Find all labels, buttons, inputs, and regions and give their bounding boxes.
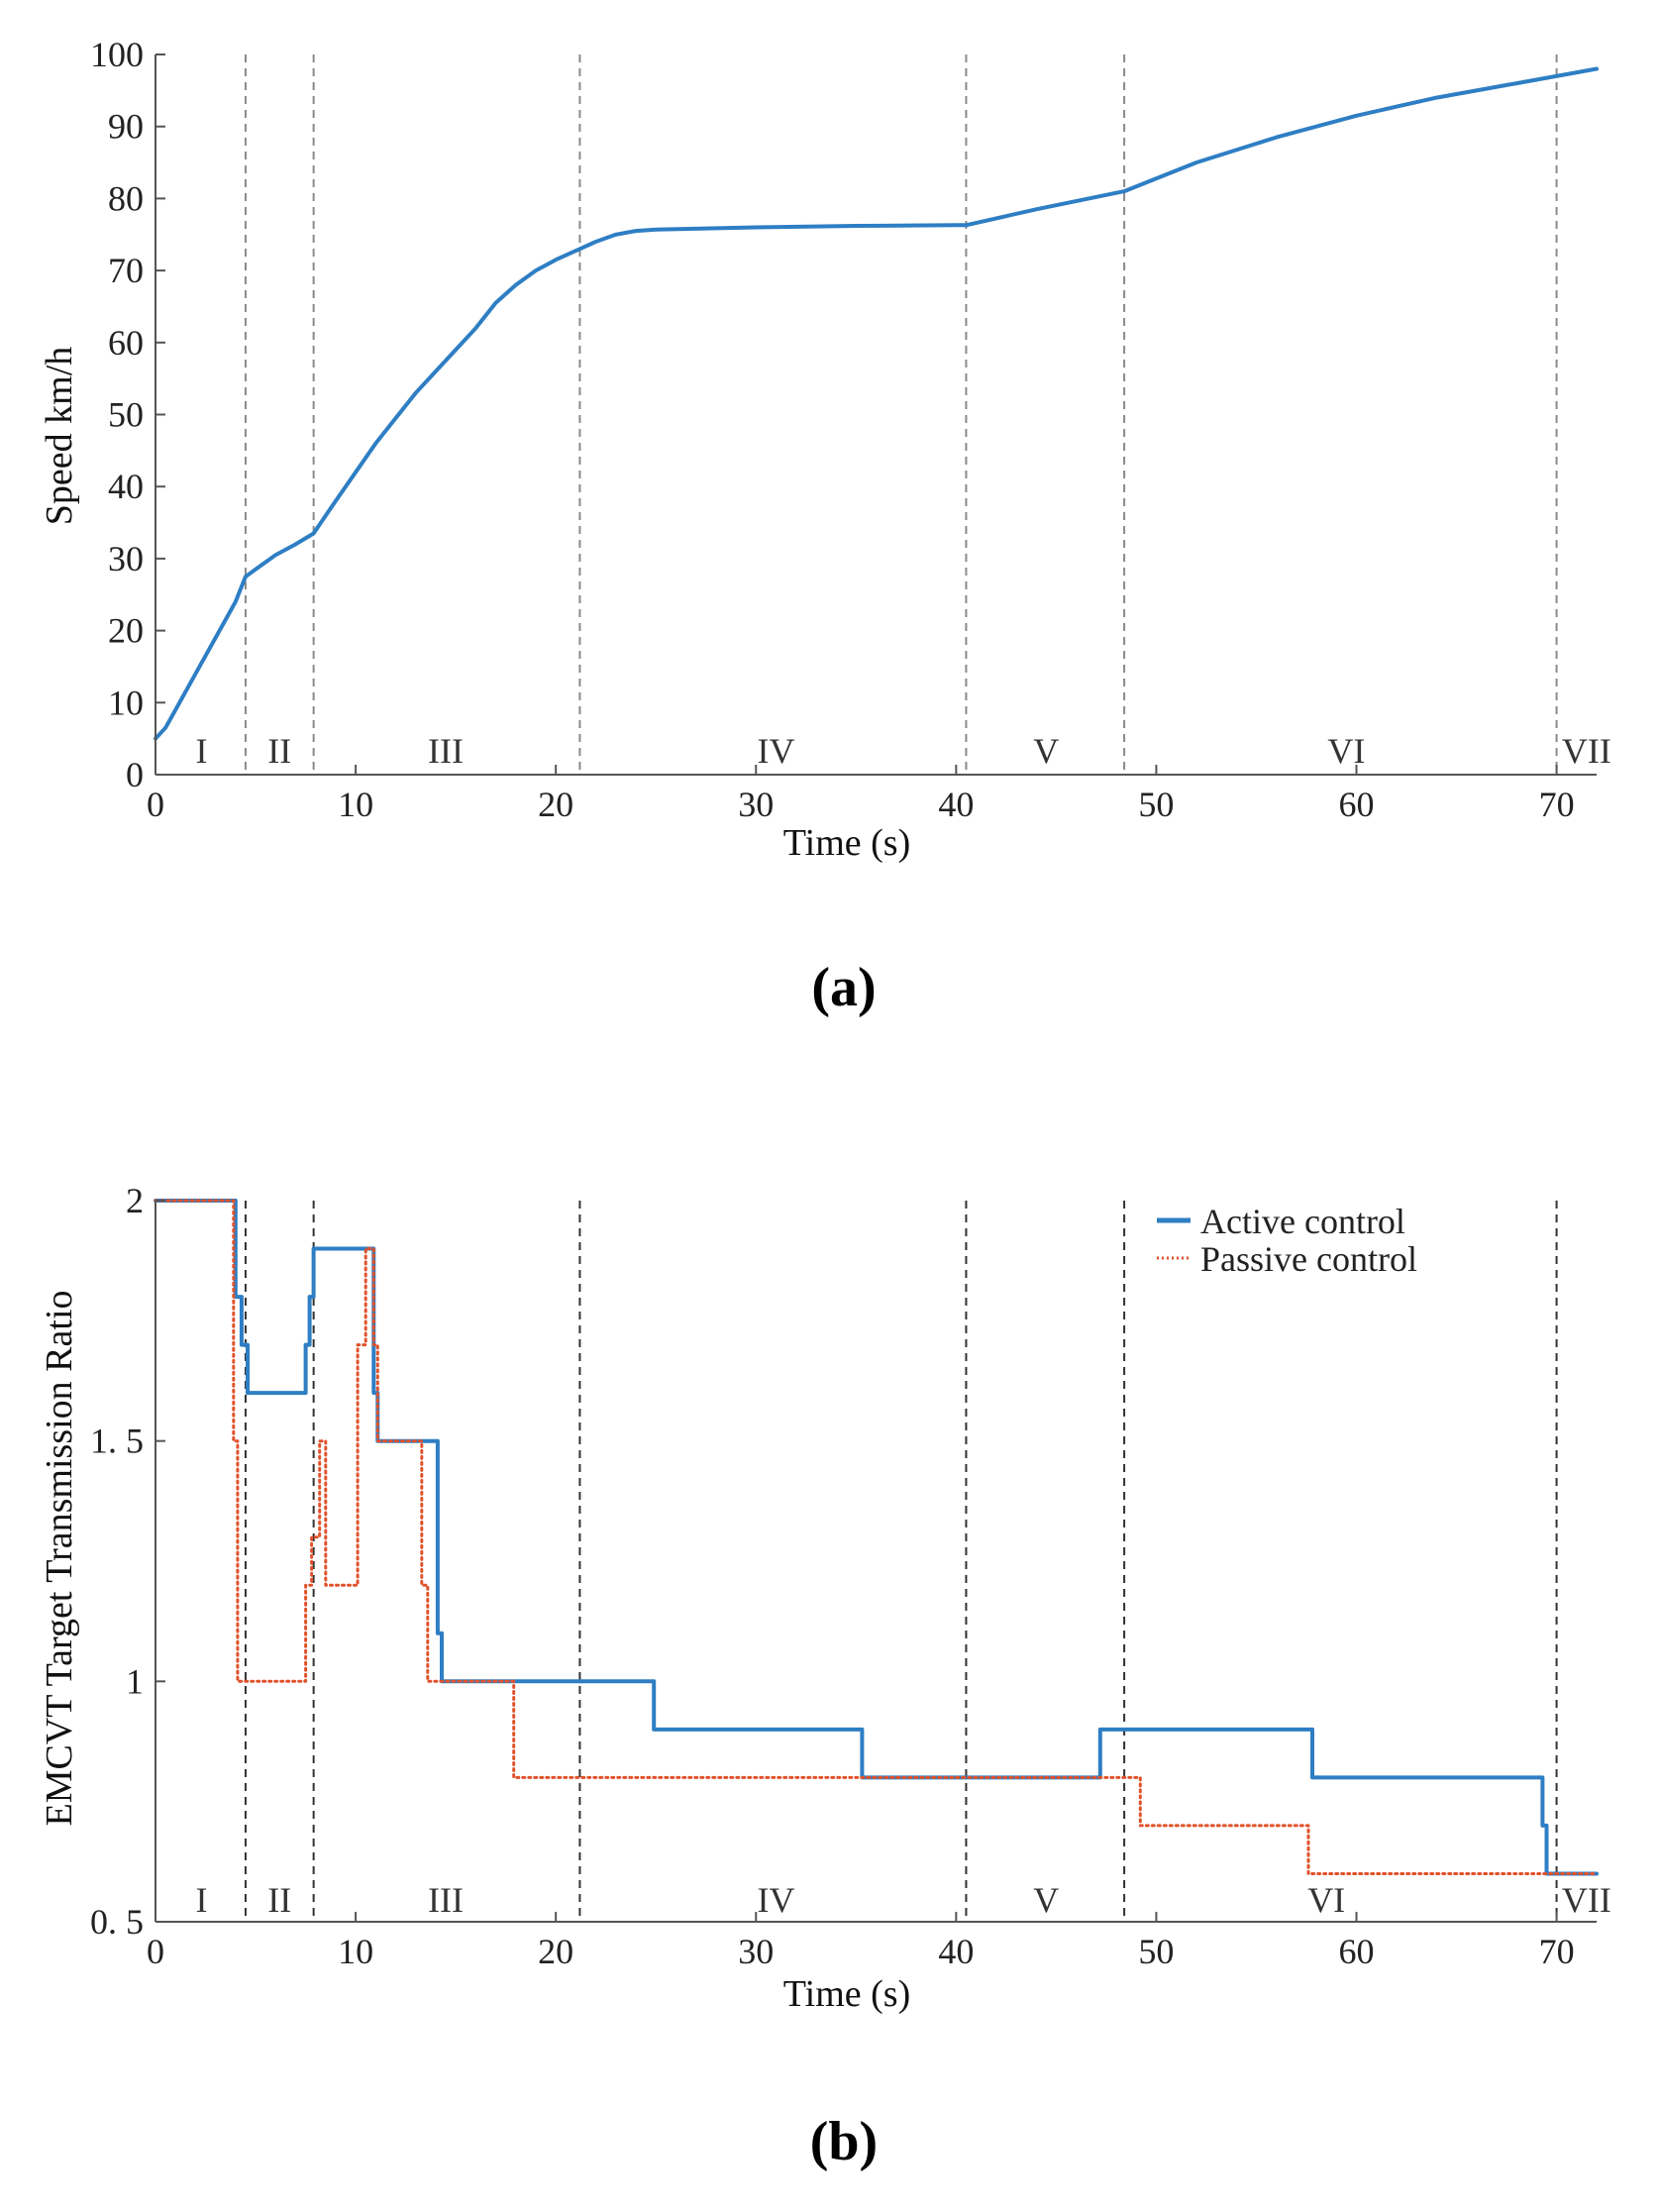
phase-label: V [1033,1880,1059,1920]
x-tick-label: 0 [147,785,164,824]
phase-label: II [267,1880,291,1920]
phase-label: II [267,731,291,771]
x-tick-label: 50 [1138,785,1174,824]
phase-label: VII [1562,731,1611,771]
x-tick-label: 60 [1339,785,1375,824]
y-tick-label: 100 [90,35,144,74]
transmission-ratio-chart: 0. 511. 520 10 20 30 40 50 60 70 I II III IV V VI VII… [39,1181,1611,2172]
phase-label: V [1033,731,1059,771]
phase-label: VII [1562,1880,1611,1920]
phase-label: IV [757,731,794,771]
x-tick-label: 20 [538,1932,573,1971]
y-tick-label: 30 [108,539,144,579]
phase-label: I [195,731,207,771]
x-tick-label: 30 [738,785,774,824]
panel-label-b: (b) [810,2111,878,2172]
x-tick-label: 50 [1138,1932,1174,1971]
y-tick-label: 70 [108,251,144,290]
x-tick-label: 40 [938,1932,974,1971]
y-tick-label: 80 [108,178,144,218]
x-tick-label: 10 [338,785,373,824]
x-tick-label: 0 [147,1932,164,1971]
y-tick-label: 1. 5 [90,1422,144,1461]
y-tick-label: 0. 5 [90,1902,144,1942]
x-tick-label: 40 [938,785,974,824]
y-tick-label: 90 [108,107,144,147]
x-tick-label: 30 [738,1932,774,1971]
x-tick-label: 70 [1539,785,1575,824]
y-tick-label: 1 [126,1661,144,1701]
y-tick-label: 0 [126,755,144,794]
legend-label-active: Active control [1200,1202,1405,1241]
x-axis-title: Time (s) [783,1973,910,2015]
series-line-speed [154,66,1599,741]
x-tick-label: 70 [1539,1932,1575,1971]
y-tick-label: 40 [108,467,144,506]
series-line-passive-control [154,1199,1599,1875]
x-tick-label: 20 [538,785,573,824]
phase-label: IV [757,1880,794,1920]
y-tick-label: 60 [108,323,144,363]
legend-label-passive: Passive control [1200,1239,1417,1279]
phase-label: I [195,1880,207,1920]
y-axis-title: EMCVT Target Transmission Ratio [39,1290,80,1826]
phase-label: III [428,1880,464,1920]
y-tick-label: 20 [108,611,144,651]
y-tick-label: 2 [126,1181,144,1220]
phase-label: VI [1307,1880,1345,1920]
x-axis-title: Time (s) [783,822,910,864]
phase-label: III [428,731,464,771]
y-tick-label: 50 [108,395,144,435]
legend: Active control Passive control [1157,1202,1417,1279]
phase-label: VI [1327,731,1365,771]
x-tick-label: 60 [1339,1932,1375,1971]
x-tick-label: 10 [338,1932,373,1971]
y-axis-title: Speed km/h [39,347,80,525]
panel-label-a: (a) [811,957,876,1018]
y-tick-label: 10 [108,683,144,722]
